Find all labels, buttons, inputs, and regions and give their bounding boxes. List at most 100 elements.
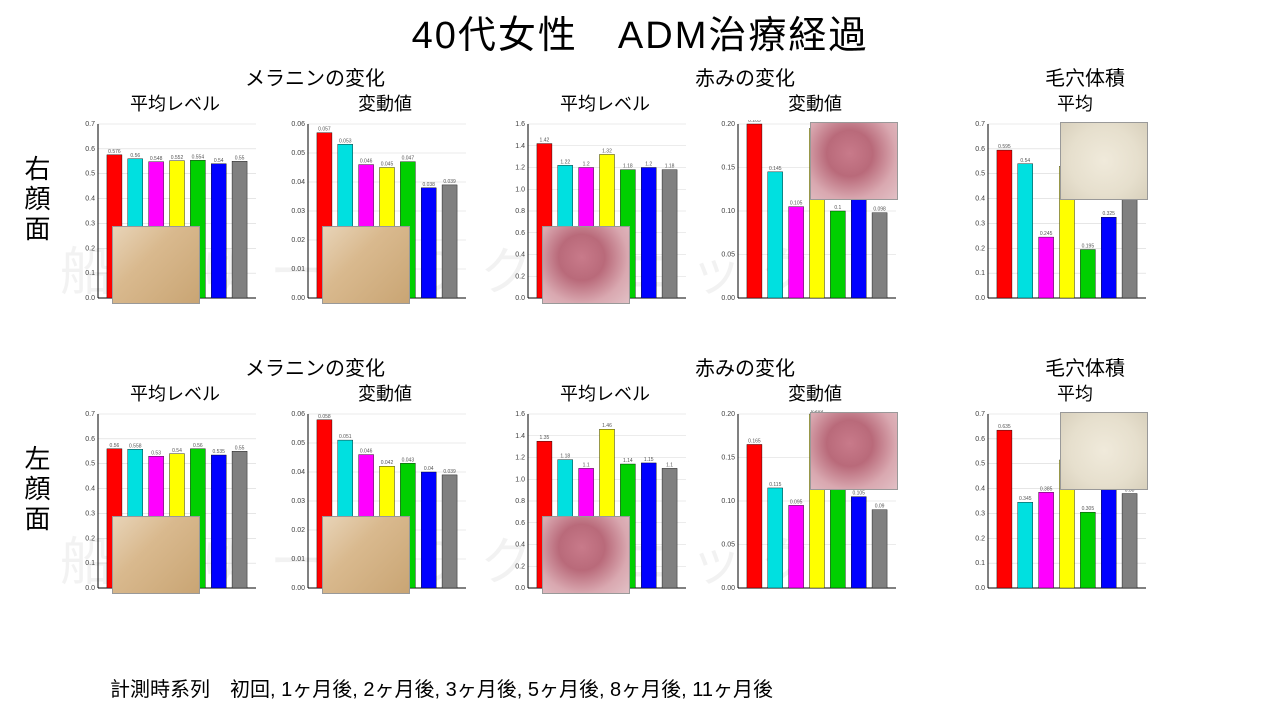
bar xyxy=(1101,217,1116,298)
chart-subtitle: 平均 xyxy=(1000,380,1150,406)
inset-thumbnail xyxy=(322,226,410,304)
group-title-redness: 赤みの変化 xyxy=(595,62,895,91)
y-tick: 0.05 xyxy=(721,252,735,259)
y-tick: 0.3 xyxy=(85,220,95,227)
y-tick: 0.4 xyxy=(515,542,525,549)
bar-value: 0.56 xyxy=(130,153,140,159)
y-tick: 0.1 xyxy=(975,270,985,277)
y-tick: 1.2 xyxy=(515,165,525,172)
y-tick: 0.7 xyxy=(85,121,95,128)
bar-value: 1.46 xyxy=(602,423,612,429)
y-tick: 0.00 xyxy=(721,585,735,592)
y-tick: 0.8 xyxy=(515,498,525,505)
y-tick: 0.8 xyxy=(515,208,525,215)
bar xyxy=(1018,164,1033,298)
bar-value: 0.058 xyxy=(318,414,331,420)
bar-value: 0.038 xyxy=(422,182,435,188)
chart-subtitle: 変動値 xyxy=(310,380,460,406)
y-tick: 0.04 xyxy=(291,179,305,186)
group-title-melanin: メラニンの変化 xyxy=(165,352,465,381)
y-tick: 1.6 xyxy=(515,121,525,128)
bar-value: 0.039 xyxy=(443,179,456,185)
bar-value: 0.535 xyxy=(212,449,225,455)
y-tick: 0.1 xyxy=(85,270,95,277)
bar-value: 1.22 xyxy=(560,159,570,165)
y-tick: 1.0 xyxy=(515,186,525,193)
y-tick: 0.01 xyxy=(291,556,305,563)
bar xyxy=(232,451,247,588)
chart-subtitle: 平均レベル xyxy=(100,380,250,406)
y-tick: 0.00 xyxy=(291,295,305,302)
bar-value: 0.051 xyxy=(339,434,352,440)
bar-value: 0.595 xyxy=(998,144,1011,150)
bar-value: 0.165 xyxy=(748,438,761,444)
y-tick: 0.1 xyxy=(975,560,985,567)
bar-value: 0.54 xyxy=(172,448,182,454)
bar-value: 1.2 xyxy=(583,162,590,168)
inset-thumbnail xyxy=(542,226,630,304)
y-tick: 0.05 xyxy=(721,542,735,549)
bar xyxy=(747,124,762,298)
bar-value: 0.046 xyxy=(360,449,373,455)
bar-value: 0.04 xyxy=(424,466,434,472)
y-tick: 0.4 xyxy=(975,486,985,493)
bar-chart-l-mel-var: 0.000.010.020.030.040.050.060.0580.0510.… xyxy=(280,410,470,600)
inset-thumbnail xyxy=(810,122,898,200)
y-tick: 0.6 xyxy=(975,436,985,443)
bar-value: 0.56 xyxy=(193,443,203,449)
y-tick: 0.2 xyxy=(85,535,95,542)
bar-value: 0.043 xyxy=(402,457,415,463)
bar-value: 0.55 xyxy=(235,155,245,161)
bar-value: 0.042 xyxy=(381,460,394,466)
bar-value: 0.56 xyxy=(110,443,120,449)
bar-value: 0.325 xyxy=(1102,211,1115,217)
bar-value: 0.098 xyxy=(873,207,886,213)
chart-subtitle: 平均レベル xyxy=(100,90,250,116)
y-tick: 0.6 xyxy=(85,436,95,443)
y-tick: 0.02 xyxy=(291,237,305,244)
bar-value: 0.1 xyxy=(834,205,841,211)
inset-thumbnail xyxy=(112,516,200,594)
y-tick: 0.2 xyxy=(975,245,985,252)
y-tick: 0.00 xyxy=(721,295,735,302)
bar-chart-r-mel-avg: 0.00.10.20.30.40.50.60.70.5760.560.5480.… xyxy=(70,120,260,310)
bar-chart-r-pore: 0.00.10.20.30.40.50.60.70.5950.540.2450.… xyxy=(960,120,1150,310)
bar-value: 0.039 xyxy=(443,469,456,475)
y-tick: 0.4 xyxy=(85,196,95,203)
bar-value: 0.305 xyxy=(1082,506,1095,512)
y-tick: 0.04 xyxy=(291,469,305,476)
bar xyxy=(872,510,887,588)
y-tick: 0.01 xyxy=(291,266,305,273)
bar-value: 0.053 xyxy=(339,138,352,144)
y-tick: 0.7 xyxy=(975,121,985,128)
y-tick: 0.3 xyxy=(85,510,95,517)
bar xyxy=(442,185,457,298)
bar-value: 1.2 xyxy=(645,162,652,168)
bar-value: 0.345 xyxy=(1019,496,1032,502)
y-tick: 1.4 xyxy=(515,433,525,440)
y-tick: 0.0 xyxy=(515,295,525,302)
bar xyxy=(641,168,656,299)
bar xyxy=(997,430,1012,588)
y-tick: 0.6 xyxy=(85,146,95,153)
bar-chart-r-red-var: 0.000.050.100.150.200.2050.1450.1050.195… xyxy=(710,120,900,310)
bar-value: 0.54 xyxy=(214,158,224,164)
bar xyxy=(1080,512,1095,588)
y-tick: 0.6 xyxy=(515,230,525,237)
y-tick: 0.10 xyxy=(721,208,735,215)
y-tick: 0.0 xyxy=(85,585,95,592)
y-tick: 0.4 xyxy=(975,196,985,203)
y-tick: 0.3 xyxy=(975,510,985,517)
chart-subtitle: 平均レベル xyxy=(530,380,680,406)
y-tick: 0.0 xyxy=(975,585,985,592)
row-label-right: 右顔面 xyxy=(18,155,55,245)
y-tick: 0.0 xyxy=(85,295,95,302)
group-title-pore: 毛穴体積 xyxy=(985,62,1185,91)
bar-chart-l-red-avg: 0.00.20.40.60.81.01.21.41.61.351.181.11.… xyxy=(500,410,690,600)
y-tick: 0.03 xyxy=(291,208,305,215)
bar-value: 0.54 xyxy=(1020,158,1030,164)
y-tick: 0.02 xyxy=(291,527,305,534)
y-tick: 0.05 xyxy=(291,150,305,157)
bar xyxy=(1018,502,1033,588)
bar-value: 0.576 xyxy=(108,149,121,155)
